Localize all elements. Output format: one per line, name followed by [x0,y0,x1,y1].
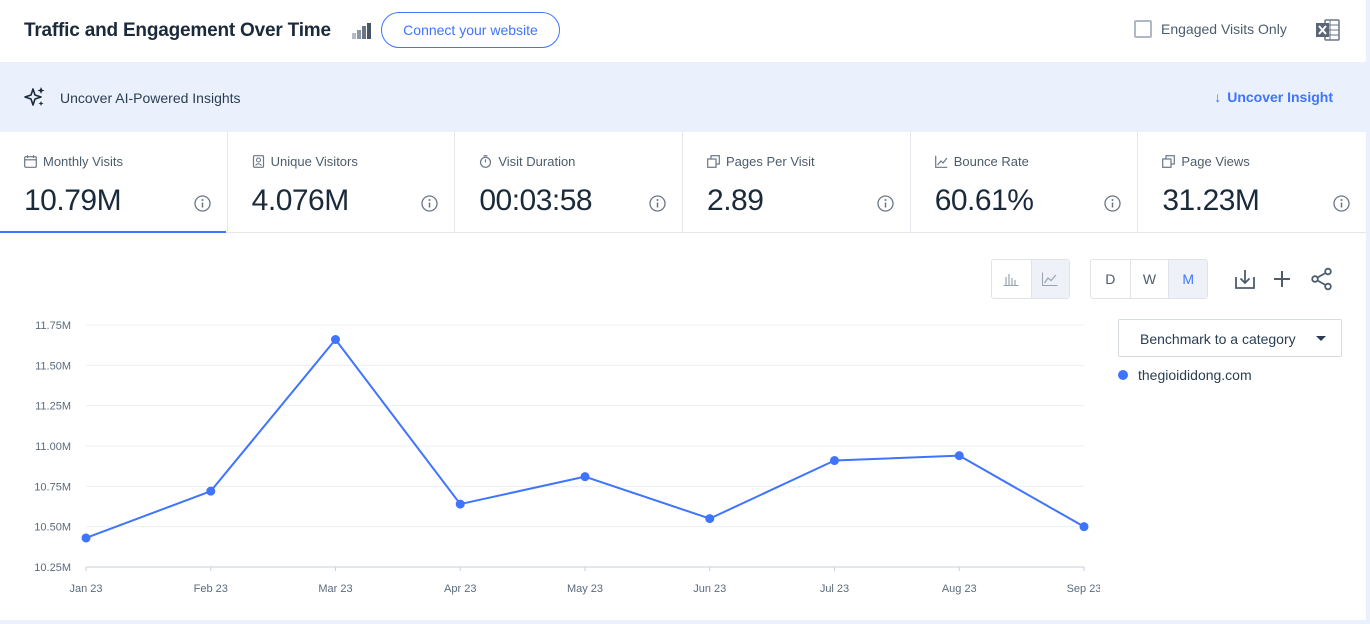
data-point[interactable] [206,486,216,496]
caret-down-icon [1316,336,1326,341]
pages-icon [707,155,720,168]
data-point[interactable] [830,456,839,466]
granularity-month-button[interactable]: M [1168,260,1207,298]
bar-chart-button[interactable] [992,260,1031,298]
y-tick-label: 10.75M [34,481,71,493]
metric-label: Bounce Rate [934,154,1029,169]
bar-chart-icon [1003,274,1019,286]
arrow-down-icon: ↓ [1214,89,1222,105]
calendar-icon [24,155,37,168]
ai-insights-banner: Uncover AI-Powered Insights ↓ Uncover In… [0,62,1366,132]
excel-export-icon[interactable] [1316,19,1340,41]
metric-tile-unique-visitors[interactable]: Unique Visitors 4.076M [228,132,456,232]
metric-tile-pages-per-visit[interactable]: Pages Per Visit 2.89 [683,132,911,232]
data-point[interactable] [81,533,91,543]
x-tick-label: May 23 [567,583,603,595]
data-point[interactable] [331,335,340,345]
metric-tiles: Monthly Visits 10.79M Unique Visitors 4.… [0,132,1366,233]
metric-label: Visit Duration [479,154,575,169]
granularity-day-button[interactable]: D [1105,271,1116,287]
y-tick-label: 11.75M [35,320,71,332]
data-point[interactable] [580,472,590,482]
widget-header: Traffic and Engagement Over Time Connect… [0,0,1370,62]
line-chart-icon [1042,272,1058,286]
engaged-visits-label: Engaged Visits Only [1161,21,1287,37]
metric-tile-visit-duration[interactable]: Visit Duration 00:03:58 [455,132,684,232]
y-tick-label: 11.50M [35,360,71,372]
x-tick-label: Jun 23 [693,583,726,595]
x-tick-label: Feb 23 [194,583,228,595]
share-icon[interactable] [1310,267,1334,291]
metric-label: Page Views [1162,154,1250,169]
widget-title: Traffic and Engagement Over Time [24,20,331,41]
y-tick-label: 10.50M [34,522,71,534]
data-point[interactable] [455,499,465,509]
benchmark-label: Benchmark to a category [1140,331,1296,347]
bottom-divider [0,620,1370,624]
uncover-insight-link[interactable]: ↓ Uncover Insight [1214,89,1333,105]
pages-icon [1162,155,1176,168]
metric-tile-monthly-visits[interactable]: Monthly Visits 10.79M [0,132,228,233]
x-tick-label: Mar 23 [318,583,352,595]
data-point[interactable] [954,451,964,461]
sparkle-icon [24,87,45,106]
line-chart-button[interactable] [1030,260,1069,298]
series-line [85,338,1085,539]
id-badge-icon [252,155,264,168]
granularity-toggle: D W M [1090,259,1208,299]
metric-tile-bounce-rate[interactable]: Bounce Rate 60.61% [911,132,1139,232]
metric-label: Pages Per Visit [707,154,815,169]
metric-label-text: Bounce Rate [953,154,1029,169]
x-tick-label: Jan 23 [69,583,102,595]
line-chart: 10.25M 10.50M 10.75M 11.00M 11.25M 11.50M 11.7… [34,320,1100,595]
y-tick-label: 11.00M [35,441,71,453]
info-icon[interactable] [1333,195,1350,212]
info-icon[interactable] [1104,195,1122,212]
metric-value: 31.23M [1162,184,1260,217]
info-icon[interactable] [877,195,894,212]
x-tick-label: Apr 23 [444,583,476,595]
data-point[interactable] [1079,522,1089,532]
info-icon[interactable] [421,195,438,212]
x-tick-label: Sep 23 [1067,583,1100,595]
granularity-week-button[interactable]: W [1129,260,1169,298]
stopwatch-icon [480,155,492,168]
legend-label: thegioididong.com [1138,367,1252,383]
connect-website-button[interactable]: Connect your website [381,12,560,48]
data-point[interactable] [705,514,715,524]
y-tick-label: 10.25M [34,562,71,574]
metric-value: 60.61% [934,184,1034,217]
metric-label: Monthly Visits [24,154,123,169]
chart-legend: thegioididong.com [1118,367,1252,383]
trend-icon [934,155,948,168]
y-tick-label: 11.25M [35,401,71,413]
info-icon[interactable] [194,195,211,212]
metric-value: 10.79M [24,184,122,217]
chart-type-toggle [991,259,1070,299]
add-icon[interactable] [1270,267,1294,291]
engaged-visits-toggle[interactable]: Engaged Visits Only [1134,20,1287,38]
metric-label-text: Monthly Visits [43,154,123,169]
ai-insights-text: Uncover AI-Powered Insights [60,90,241,106]
metric-label-text: Visit Duration [498,154,576,169]
download-icon[interactable] [1233,267,1257,291]
metric-label-text: Page Views [1181,154,1250,169]
engaged-visits-checkbox[interactable] [1134,20,1152,38]
metric-value: 4.076M [251,184,350,217]
info-icon[interactable] [649,195,666,212]
x-tick-label: Jul 23 [820,583,849,595]
metric-label-text: Unique Visitors [270,154,358,169]
bar-rank-icon[interactable] [352,23,372,39]
x-tick-label: Aug 23 [942,583,977,595]
metric-label-text: Pages Per Visit [726,154,815,169]
metric-value: 2.89 [707,184,764,217]
benchmark-dropdown[interactable]: Benchmark to a category [1118,319,1342,357]
metric-tile-page-views[interactable]: Page Views 31.23M [1138,132,1366,232]
uncover-insight-label: Uncover Insight [1227,89,1333,105]
metric-value: 00:03:58 [479,184,593,217]
right-divider [1366,0,1370,624]
metric-label: Unique Visitors [252,154,358,169]
legend-swatch [1118,370,1128,380]
